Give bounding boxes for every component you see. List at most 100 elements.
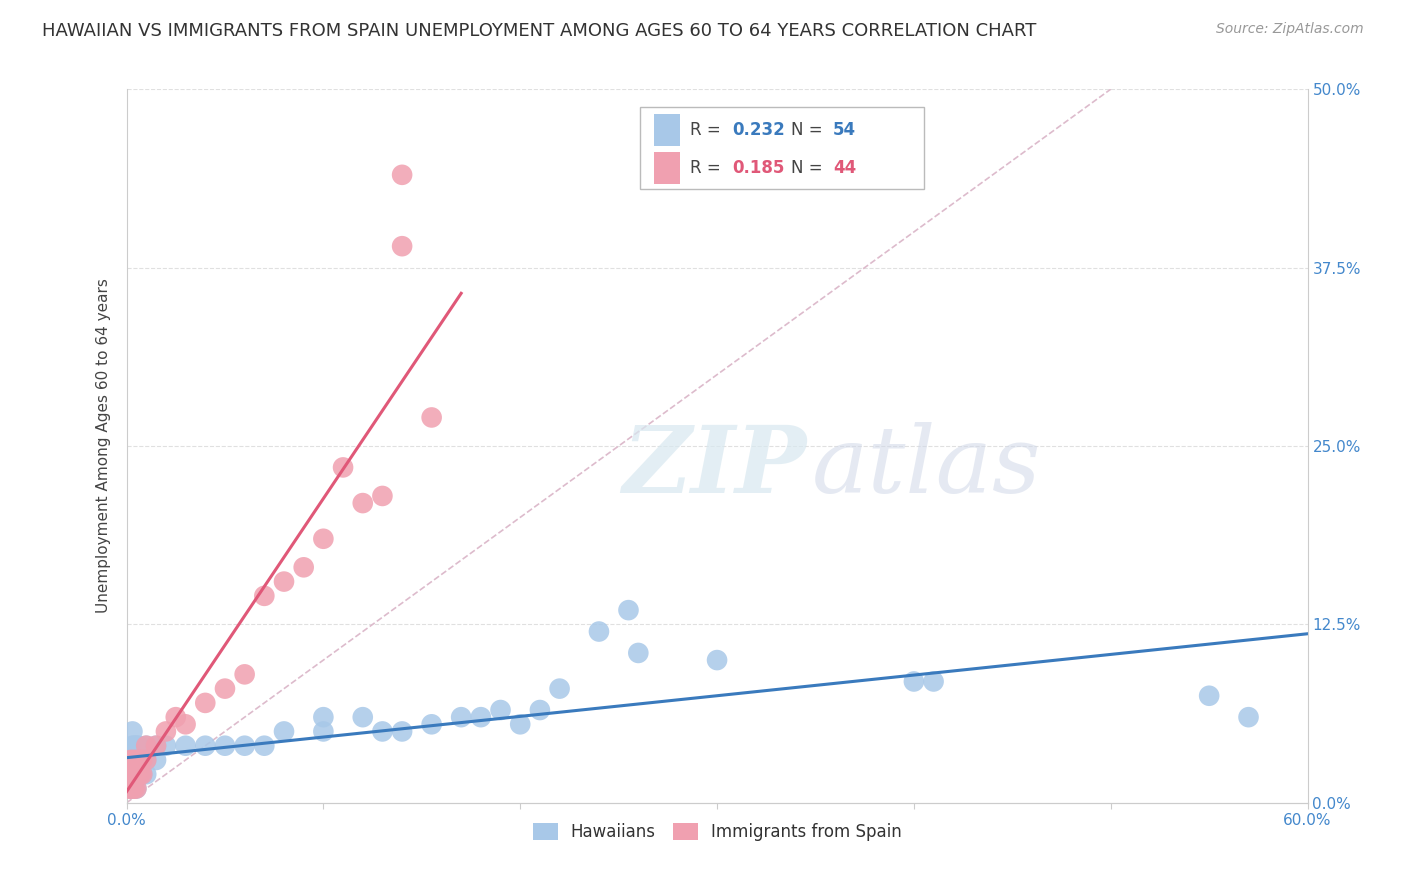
Point <box>129 753 152 767</box>
Point <box>194 696 217 710</box>
Text: 44: 44 <box>832 159 856 177</box>
Point <box>145 739 167 753</box>
Point <box>125 753 148 767</box>
Point <box>214 739 236 753</box>
Point <box>125 781 148 796</box>
Point <box>131 753 153 767</box>
Point <box>253 589 276 603</box>
Point <box>155 739 177 753</box>
Point <box>124 753 146 767</box>
Point <box>120 767 142 781</box>
Text: atlas: atlas <box>811 423 1040 512</box>
Point <box>121 753 143 767</box>
Point <box>135 767 157 781</box>
Point <box>121 739 143 753</box>
Point <box>125 739 148 753</box>
Point <box>509 717 531 731</box>
Point <box>124 767 146 781</box>
Point <box>127 739 149 753</box>
Point <box>120 781 142 796</box>
Text: 0.232: 0.232 <box>733 121 785 139</box>
Point <box>420 410 443 425</box>
Point <box>134 753 156 767</box>
Point <box>121 781 143 796</box>
Point <box>165 710 187 724</box>
Point <box>124 767 146 781</box>
Point <box>489 703 512 717</box>
Bar <box>654 114 681 146</box>
Point <box>131 767 153 781</box>
Point <box>155 724 177 739</box>
Point <box>131 767 153 781</box>
Point <box>529 703 551 717</box>
Point <box>312 532 335 546</box>
Point <box>135 739 157 753</box>
Text: R =: R = <box>690 159 725 177</box>
Point <box>127 753 149 767</box>
Point <box>125 781 148 796</box>
Point <box>617 603 640 617</box>
Text: 0.185: 0.185 <box>733 159 785 177</box>
Point <box>125 753 148 767</box>
Y-axis label: Unemployment Among Ages 60 to 64 years: Unemployment Among Ages 60 to 64 years <box>96 278 111 614</box>
Point <box>124 753 146 767</box>
Point <box>121 724 143 739</box>
Point <box>1198 689 1220 703</box>
Point <box>117 767 139 781</box>
Point <box>312 710 335 724</box>
Point <box>124 781 146 796</box>
Text: ZIP: ZIP <box>623 423 807 512</box>
Point <box>312 724 335 739</box>
Point <box>371 489 394 503</box>
Point <box>922 674 945 689</box>
Point <box>903 674 925 689</box>
Point <box>124 739 146 753</box>
Point <box>352 496 374 510</box>
Point <box>233 667 256 681</box>
Point <box>450 710 472 724</box>
Point <box>332 460 354 475</box>
Point <box>120 781 142 796</box>
Point <box>214 681 236 696</box>
Point <box>127 753 149 767</box>
Bar <box>640 107 924 189</box>
Point <box>371 724 394 739</box>
Point <box>273 724 295 739</box>
Point <box>174 717 197 731</box>
Point <box>121 767 143 781</box>
Point <box>135 739 157 753</box>
Point <box>129 767 152 781</box>
Point <box>145 739 167 753</box>
Text: R =: R = <box>690 121 725 139</box>
Point <box>548 681 571 696</box>
Point <box>121 781 143 796</box>
Point <box>706 653 728 667</box>
Point <box>292 560 315 574</box>
Point <box>391 168 413 182</box>
Point <box>233 739 256 753</box>
Point <box>120 753 142 767</box>
Point <box>121 753 143 767</box>
Point <box>352 710 374 724</box>
Point <box>131 753 153 767</box>
Text: HAWAIIAN VS IMMIGRANTS FROM SPAIN UNEMPLOYMENT AMONG AGES 60 TO 64 YEARS CORRELA: HAWAIIAN VS IMMIGRANTS FROM SPAIN UNEMPL… <box>42 22 1036 40</box>
Point <box>391 239 413 253</box>
Point <box>135 753 157 767</box>
Point <box>129 753 152 767</box>
Point <box>125 767 148 781</box>
Legend: Hawaiians, Immigrants from Spain: Hawaiians, Immigrants from Spain <box>526 816 908 848</box>
Bar <box>654 152 681 184</box>
Text: Source: ZipAtlas.com: Source: ZipAtlas.com <box>1216 22 1364 37</box>
Point <box>391 724 413 739</box>
Point <box>1237 710 1260 724</box>
Point <box>253 739 276 753</box>
Text: N =: N = <box>792 159 828 177</box>
Point <box>588 624 610 639</box>
Point <box>127 767 149 781</box>
Point <box>121 767 143 781</box>
Point <box>174 739 197 753</box>
Point <box>117 781 139 796</box>
Point <box>120 767 142 781</box>
Point <box>125 767 148 781</box>
Point <box>129 767 152 781</box>
